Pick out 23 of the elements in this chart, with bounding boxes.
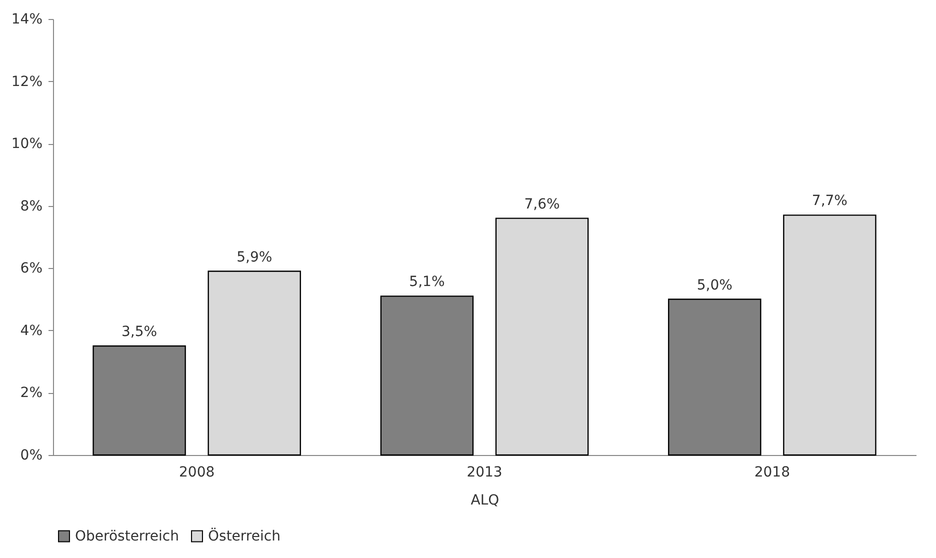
y-tick-label: 14% <box>11 12 42 28</box>
legend-label: Österreich <box>208 527 280 544</box>
y-tick-label: 10% <box>11 136 42 152</box>
data-label: 5,9% <box>236 249 272 266</box>
x-tick-label: 2008 <box>179 464 215 480</box>
legend-label: Oberösterreich <box>75 528 179 544</box>
y-tick-label: 2% <box>20 385 42 402</box>
y-tick-label: 12% <box>11 74 42 90</box>
y-tick-label: 8% <box>20 198 42 214</box>
y-tick-label: 6% <box>20 260 42 277</box>
bar <box>208 270 301 456</box>
data-label: 3,5% <box>122 324 158 340</box>
x-tick-label: 2013 <box>466 464 502 480</box>
y-tick-label: 4% <box>20 322 42 339</box>
data-label: 5,1% <box>409 274 445 290</box>
bar <box>783 214 876 456</box>
data-label: 7,6% <box>524 196 560 212</box>
data-label: 7,7% <box>812 193 848 210</box>
x-axis-title: ALQ <box>470 492 500 508</box>
data-label: 5,0% <box>696 277 732 294</box>
y-tick-label: 0% <box>20 448 42 464</box>
bar <box>495 218 589 456</box>
x-tick-label: 2018 <box>754 464 790 480</box>
